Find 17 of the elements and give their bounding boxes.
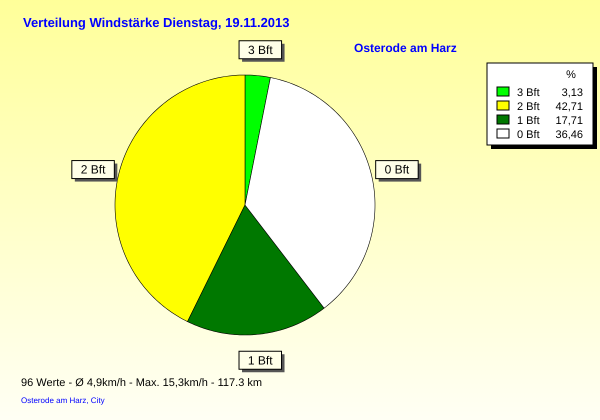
legend-label: 2 Bft bbox=[517, 101, 540, 113]
data-label: 17,71 bbox=[555, 115, 583, 127]
slice-label: 2 Bft bbox=[80, 162, 106, 177]
slice-label: 1 Bft bbox=[248, 353, 274, 368]
chart-title: Verteilung Windstärke Dienstag, 19.11.2013 bbox=[23, 15, 290, 30]
slice-label: 0 Bft bbox=[384, 162, 410, 177]
text: 96 Werte - Ø 4,9km/h - Max. 15,3km/h - 117.3 km bbox=[21, 377, 262, 389]
data-label: 42,71 bbox=[555, 101, 583, 113]
legend-title: % bbox=[566, 69, 576, 81]
legend-label: 1 Bft bbox=[517, 115, 540, 127]
data-label: 3,13 bbox=[562, 87, 583, 99]
slice-label: 3 Bft bbox=[248, 42, 274, 57]
data-label: 36,46 bbox=[555, 129, 583, 141]
legend-label: 3 Bft bbox=[517, 87, 540, 99]
text: Osterode am Harz, City bbox=[21, 396, 105, 405]
legend-label: 0 Bft bbox=[517, 129, 540, 141]
chart-subtitle: Osterode am Harz bbox=[354, 41, 457, 55]
